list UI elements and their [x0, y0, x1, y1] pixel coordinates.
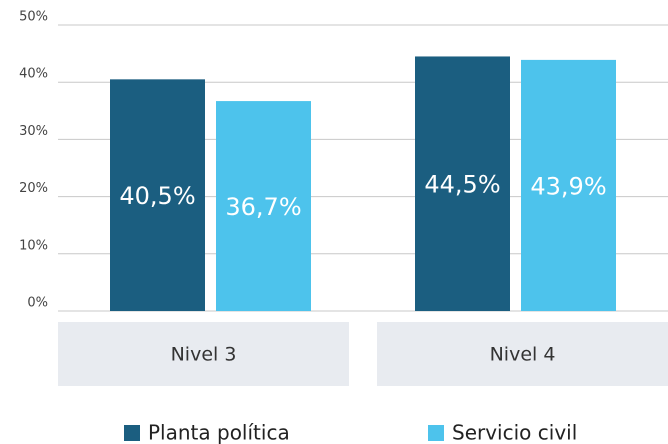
legend-label: Servicio civil: [452, 421, 577, 444]
legend-label: Planta política: [148, 421, 290, 444]
value-label: 43,9%: [530, 172, 606, 200]
y-tick-label: 0%: [27, 296, 48, 311]
y-tick-label: 20%: [19, 181, 48, 196]
legend-swatch: [428, 425, 444, 441]
value-label: 44,5%: [424, 171, 500, 199]
y-tick-label: 40%: [19, 67, 48, 82]
bar: [415, 56, 510, 312]
x-tick-label: Nivel 4: [490, 344, 556, 366]
category-box: [58, 322, 349, 386]
y-tick-label: 50%: [19, 10, 48, 25]
legend-swatch: [124, 425, 140, 441]
bar: [216, 101, 311, 312]
bar: [110, 79, 205, 311]
y-tick-label: 30%: [19, 124, 48, 139]
value-label: 36,7%: [225, 193, 301, 221]
value-label: 40,5%: [119, 182, 195, 210]
bar: [521, 59, 616, 311]
category-box: [377, 322, 668, 386]
y-tick-label: 10%: [19, 238, 48, 253]
x-tick-label: Nivel 3: [171, 344, 237, 366]
